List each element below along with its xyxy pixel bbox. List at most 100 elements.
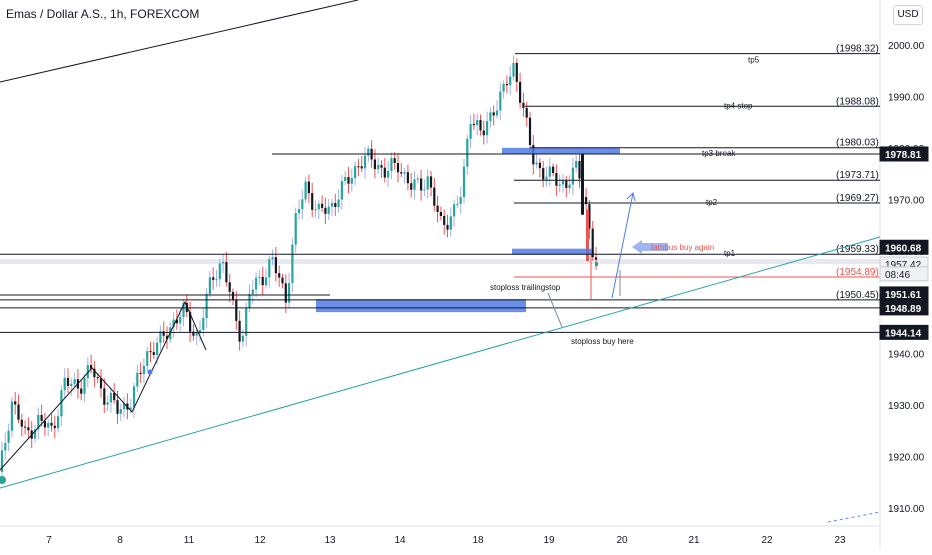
projection-arrow-head (626, 192, 636, 202)
y-tick-label: 1990.00 (888, 92, 925, 103)
price-badge: 1948.89 (879, 300, 929, 316)
y-tick-label: 1930.00 (888, 401, 925, 412)
candle-body (106, 402, 109, 405)
candle-body (208, 277, 211, 294)
candle-body (156, 342, 159, 355)
currency-button[interactable]: USD (893, 5, 923, 25)
candle-body (57, 416, 60, 429)
candle-body (80, 388, 83, 394)
candle-body (594, 257, 598, 260)
candle-body (245, 307, 248, 336)
level-note: tp3 break (702, 149, 736, 158)
candle-body (198, 329, 202, 334)
candle-body (525, 107, 528, 118)
candle-body (24, 426, 27, 428)
candle-body (136, 372, 139, 387)
current-price-band (0, 258, 880, 264)
candle-body (268, 259, 271, 278)
candle-body (472, 123, 475, 126)
candle-body (505, 83, 508, 86)
candle-body (317, 203, 320, 210)
candle-body (93, 368, 96, 378)
candle-body (53, 425, 56, 429)
candle-body (47, 422, 50, 428)
price-badge-box (879, 266, 929, 282)
candle-body (552, 166, 555, 173)
candle-body (354, 166, 357, 179)
candle-body (4, 442, 7, 451)
candle-body (235, 299, 238, 321)
candle-body (495, 110, 499, 116)
candle-body (595, 262, 598, 267)
candle-body (113, 392, 116, 401)
candle-body (179, 316, 182, 324)
candle-body (482, 130, 485, 136)
level-note: tp1 (724, 249, 736, 258)
candle-body (20, 419, 23, 427)
candle-body (588, 204, 591, 229)
candle-body (519, 81, 522, 103)
candle-body (420, 178, 423, 191)
candle-body (571, 167, 574, 185)
candles-group (0, 55, 598, 477)
candle-body (486, 121, 489, 136)
candle-body (119, 409, 122, 414)
buy-again-label: tambus buy again (651, 243, 714, 252)
candle-body (33, 429, 37, 439)
pattern-dot (147, 369, 153, 375)
candle-body (581, 154, 584, 215)
candle-body (43, 420, 46, 428)
candle-body (83, 378, 86, 394)
candle-body (548, 166, 551, 177)
y-tick-label: 1970.00 (888, 195, 925, 206)
candle-body (284, 283, 287, 303)
level-label: (1980.03) (836, 138, 879, 149)
x-tick-label: 12 (254, 535, 266, 546)
candle-body (132, 386, 136, 408)
candle-body (70, 383, 73, 386)
x-tick-label: 19 (543, 535, 555, 546)
x-tick-label: 7 (46, 535, 52, 546)
candle-body (37, 414, 40, 430)
stoploss-buy-label: stoploss buy here (571, 337, 634, 346)
price-badge-label: 08:46 (885, 270, 910, 281)
candle-body (545, 176, 548, 180)
candle-body (195, 333, 198, 336)
candle-body (182, 302, 185, 317)
candle-body (327, 206, 330, 214)
x-tick-label: 20 (616, 535, 628, 546)
candle-body (416, 178, 419, 180)
candle-body (390, 158, 393, 171)
stoploss-zone (316, 299, 526, 313)
candle-body (575, 161, 578, 168)
candle-body (476, 120, 479, 126)
candle-body (86, 365, 89, 379)
candle-body (159, 331, 162, 343)
stoploss-trailing-label: stoploss trailingstop (490, 283, 561, 292)
candle-body (103, 388, 106, 405)
candle-body (311, 193, 314, 210)
candle-body (109, 392, 112, 403)
candle-body (149, 351, 152, 353)
zigzag-pattern (0, 300, 207, 471)
candle-body (528, 117, 532, 146)
candle-body (175, 319, 178, 324)
candle-body (363, 155, 367, 169)
price-badge-box (879, 300, 929, 316)
candle-body (142, 365, 145, 375)
price-badge-label: 1957.42 (885, 260, 922, 271)
candle-body (542, 168, 545, 180)
candle-body (538, 162, 541, 169)
candle-body (0, 450, 4, 472)
annotation-pointer (547, 292, 563, 328)
level-label: (1973.71) (836, 170, 879, 181)
candle-body (377, 165, 380, 170)
level-label: (1969.27) (836, 193, 879, 204)
candle-body (294, 213, 297, 245)
candle-body (492, 112, 495, 116)
resistance-zone (502, 147, 620, 154)
candle-body (165, 335, 169, 340)
level-note: tp5 (748, 56, 760, 65)
